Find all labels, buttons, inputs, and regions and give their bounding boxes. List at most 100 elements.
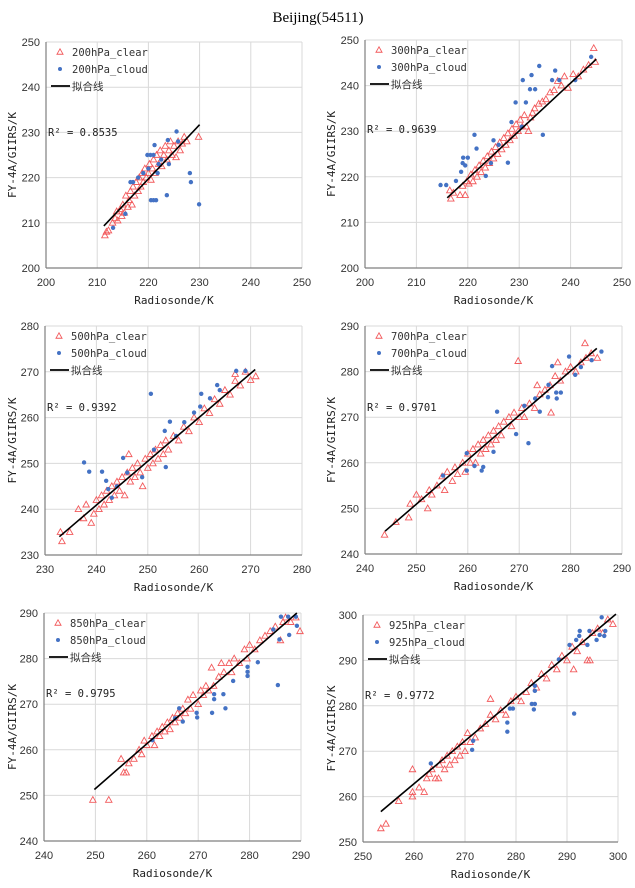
clear-point	[141, 454, 150, 462]
x-tick-label: 250	[613, 277, 631, 289]
y-tick-label: 250	[21, 458, 39, 470]
x-tick-label: 220	[459, 277, 477, 289]
cloud-point	[578, 364, 584, 370]
scatter-panel-1: 200 210 220 230 240 250 200 210 220 230 240 250 Radi…	[325, 35, 631, 307]
cloud-point	[243, 368, 248, 374]
cloud-point	[532, 683, 538, 689]
clear-point	[530, 104, 539, 112]
x-tick-label: 210	[88, 277, 106, 289]
clear-point	[440, 765, 449, 773]
cloud-point	[151, 447, 157, 452]
x-tick-label: 260	[138, 850, 156, 862]
clear-point	[57, 536, 66, 545]
cloud-point	[198, 404, 203, 409]
fit-line	[93, 612, 298, 791]
clear-point	[561, 367, 570, 375]
y-tick-label: 240	[21, 504, 39, 516]
clear-point	[445, 186, 454, 194]
cloud-point	[597, 632, 602, 638]
clear-point	[162, 155, 171, 163]
legend-label-clear: 200hPa_clear	[72, 47, 148, 59]
legend-label-clear: 850hPa_clear	[70, 618, 146, 630]
clear-point	[434, 774, 443, 782]
clear-point	[552, 665, 561, 673]
clear-point	[427, 765, 436, 773]
clear-point	[517, 696, 526, 705]
clear-point	[164, 146, 173, 154]
x-tick-label: 300	[609, 851, 627, 863]
clear-point	[159, 449, 168, 458]
x-tick-label: 270	[189, 850, 207, 862]
cloud-point	[483, 173, 488, 179]
cloud-point	[145, 152, 150, 158]
clear-point	[133, 459, 142, 467]
legend-label-fit: 拟合线	[72, 80, 104, 93]
cloud-point	[209, 710, 215, 716]
clear-point	[170, 141, 178, 149]
cloud-point	[577, 628, 582, 634]
cloud-point	[199, 391, 204, 396]
x-tick-label: 280	[240, 850, 258, 862]
clear-point	[230, 654, 239, 662]
clear-point	[423, 504, 432, 512]
y-tick-label: 290	[341, 321, 359, 333]
y-tick-label: 260	[341, 458, 359, 470]
clear-point	[148, 164, 157, 172]
cloud-point	[549, 77, 555, 83]
x-tick-label: 260	[459, 563, 477, 575]
clear-point	[468, 177, 477, 185]
legend: 850hPa_clear 850hPa_cloud 拟合线	[49, 618, 146, 664]
clear-point	[180, 132, 189, 140]
clear-point	[481, 719, 490, 727]
cloud-point	[120, 455, 126, 461]
cloud-point	[470, 738, 476, 743]
clear-point	[492, 435, 501, 443]
legend-triangle-icon	[375, 331, 383, 339]
legend-triangle-icon	[375, 45, 383, 53]
y-tick-label: 230	[341, 126, 359, 138]
cloud-point	[277, 637, 282, 642]
clear-point	[194, 132, 203, 140]
clear-point	[173, 708, 182, 717]
clear-point	[174, 436, 183, 444]
clear-point	[466, 458, 475, 466]
clear-point	[530, 403, 539, 411]
cloud-point	[464, 451, 469, 456]
cloud-point	[174, 129, 179, 134]
clear-point	[476, 449, 485, 457]
legend-dot-icon	[375, 640, 379, 644]
cloud-point	[151, 152, 156, 158]
clear-point	[245, 640, 254, 648]
clear-point	[181, 708, 190, 717]
cloud-point	[444, 182, 449, 188]
cloud-point	[546, 382, 551, 388]
clear-point	[143, 463, 152, 471]
x-tick-label: 280	[507, 851, 525, 863]
clear-point	[122, 768, 131, 776]
clear-point	[510, 408, 519, 416]
clear-point	[295, 626, 304, 635]
legend-label-fit: 拟合线	[389, 653, 421, 666]
cloud-point	[571, 711, 577, 716]
clear-point	[483, 151, 492, 160]
y-tick-label: 270	[21, 367, 39, 379]
cloud-point	[532, 87, 538, 92]
cloud-point	[152, 142, 157, 148]
legend-triangle-icon	[54, 618, 62, 626]
y-tick-label: 210	[22, 218, 40, 230]
cloud-point	[214, 382, 220, 388]
cloud-point	[146, 166, 151, 171]
cloud-point	[103, 478, 109, 484]
x-tick-label: 290	[613, 563, 631, 575]
clear-point	[542, 674, 551, 682]
clear-point	[422, 774, 431, 782]
clear-point	[449, 188, 458, 196]
legend: 200hPa_clear 200hPa_cloud 拟合线	[51, 47, 148, 93]
cloud-point	[285, 614, 291, 619]
fit-line	[58, 368, 256, 538]
legend-label-clear: 925hPa_clear	[389, 620, 465, 632]
cloud-point	[164, 193, 170, 198]
cloud-point	[594, 637, 599, 643]
clear-point	[455, 751, 464, 759]
clear-point	[481, 163, 490, 171]
